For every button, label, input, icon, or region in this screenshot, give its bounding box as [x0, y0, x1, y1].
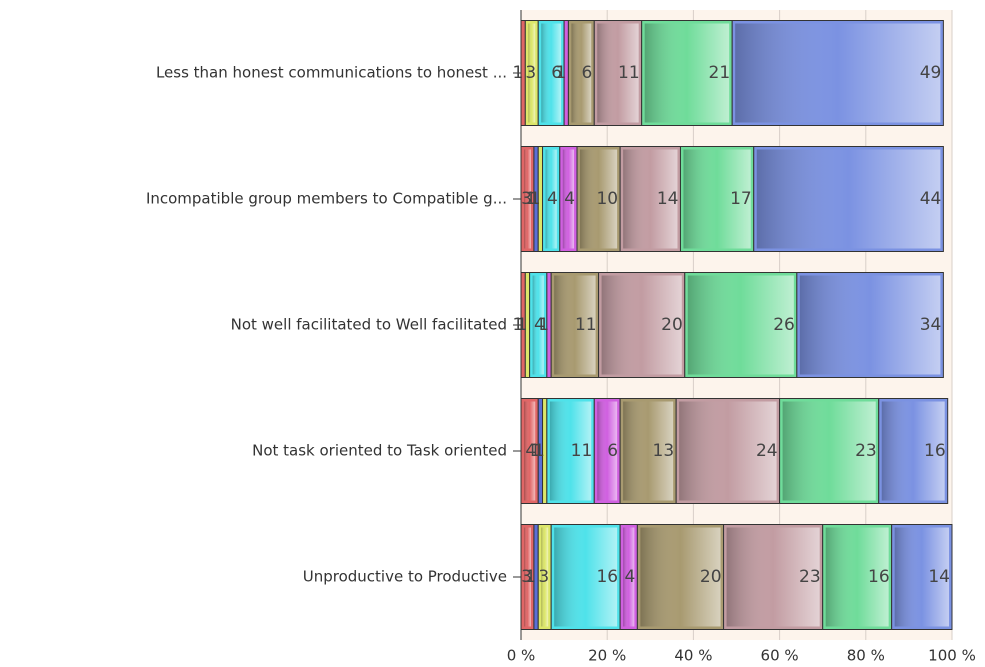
bar-gloss [799, 275, 941, 375]
bar-gloss [683, 149, 751, 249]
data-label: 1 [530, 189, 541, 209]
data-label: 14 [928, 567, 950, 587]
data-label: 1 [556, 63, 567, 83]
data-label: 1 [534, 441, 545, 461]
bar-gloss [554, 275, 596, 375]
bar-gloss [524, 527, 531, 627]
bar-gloss [524, 149, 531, 249]
y-tick-label: Less than honest communications to hones… [156, 64, 507, 82]
data-label: 1 [525, 189, 536, 209]
data-label: 10 [596, 189, 618, 209]
data-label: 1 [512, 63, 523, 83]
data-label: 24 [756, 441, 778, 461]
bar-gloss [532, 275, 544, 375]
bar-gloss [601, 275, 682, 375]
data-label: 16 [924, 441, 946, 461]
x-tick-label: 20 % [588, 647, 626, 665]
data-label: 6 [581, 63, 592, 83]
bar-gloss [562, 149, 575, 249]
data-label: 4 [534, 315, 545, 335]
bar-gloss [545, 149, 557, 249]
data-label: 13 [653, 441, 675, 461]
y-tick-label: Not well facilitated to Well facilitated [231, 316, 507, 334]
data-label: 44 [920, 189, 942, 209]
bar-gloss [726, 527, 820, 627]
data-label: 23 [855, 441, 877, 461]
bar-gloss [528, 23, 536, 123]
y-tick-label: Not task oriented to Task oriented [252, 442, 507, 460]
data-label: 49 [920, 63, 942, 83]
bar-gloss [640, 527, 721, 627]
data-label: 3 [521, 567, 532, 587]
bar-gloss [524, 401, 536, 501]
x-tick-label: 40 % [674, 647, 712, 665]
data-label: 11 [575, 315, 597, 335]
data-label: 3 [538, 567, 549, 587]
bar-gloss [881, 401, 945, 501]
bar-gloss [549, 401, 592, 501]
data-label: 16 [868, 567, 890, 587]
data-label: 1 [512, 315, 523, 335]
data-label: 6 [607, 441, 618, 461]
y-tick-label: Unproductive to Productive [303, 568, 507, 586]
data-label: 3 [521, 189, 532, 209]
bar-gloss [756, 149, 941, 249]
bar-gloss [894, 527, 949, 627]
bar-gloss [541, 527, 549, 627]
data-label: 1 [538, 315, 549, 335]
bar-gloss [623, 401, 674, 501]
data-label: 1 [517, 315, 528, 335]
data-label: 1 [525, 567, 536, 587]
bar-gloss [597, 23, 639, 123]
data-label: 11 [618, 63, 640, 83]
data-label: 11 [571, 441, 593, 461]
bar-gloss [644, 23, 730, 123]
data-label: 4 [564, 189, 575, 209]
x-tick-label: 80 % [847, 647, 885, 665]
data-label: 21 [709, 63, 731, 83]
bar-gloss [623, 149, 678, 249]
data-label: 4 [547, 189, 558, 209]
bar-gloss [825, 527, 889, 627]
data-label: 34 [920, 315, 942, 335]
data-label: 20 [700, 567, 722, 587]
bar-gloss [782, 401, 876, 501]
x-tick-label: 100 % [928, 647, 976, 665]
data-label: 4 [525, 441, 536, 461]
data-label: 16 [596, 567, 618, 587]
data-label: 26 [773, 315, 795, 335]
data-label: 17 [730, 189, 752, 209]
x-tick-label: 60 % [761, 647, 799, 665]
data-label: 1 [530, 441, 541, 461]
bar-gloss [597, 401, 618, 501]
bar-gloss [687, 275, 794, 375]
data-label: 14 [657, 189, 679, 209]
bar-gloss [571, 23, 592, 123]
data-label: 23 [799, 567, 821, 587]
bar-gloss [679, 401, 777, 501]
data-label: 6 [551, 63, 562, 83]
data-label: 4 [625, 567, 636, 587]
bar-gloss [541, 23, 562, 123]
bar-gloss [623, 527, 635, 627]
bar-gloss [735, 23, 941, 123]
bar-gloss [554, 527, 618, 627]
data-label: 20 [661, 315, 683, 335]
y-tick-label: Incompatible group members to Compatible… [146, 190, 507, 208]
x-tick-label: 0 % [507, 647, 536, 665]
bar-gloss [580, 149, 618, 249]
data-label: 3 [525, 63, 536, 83]
